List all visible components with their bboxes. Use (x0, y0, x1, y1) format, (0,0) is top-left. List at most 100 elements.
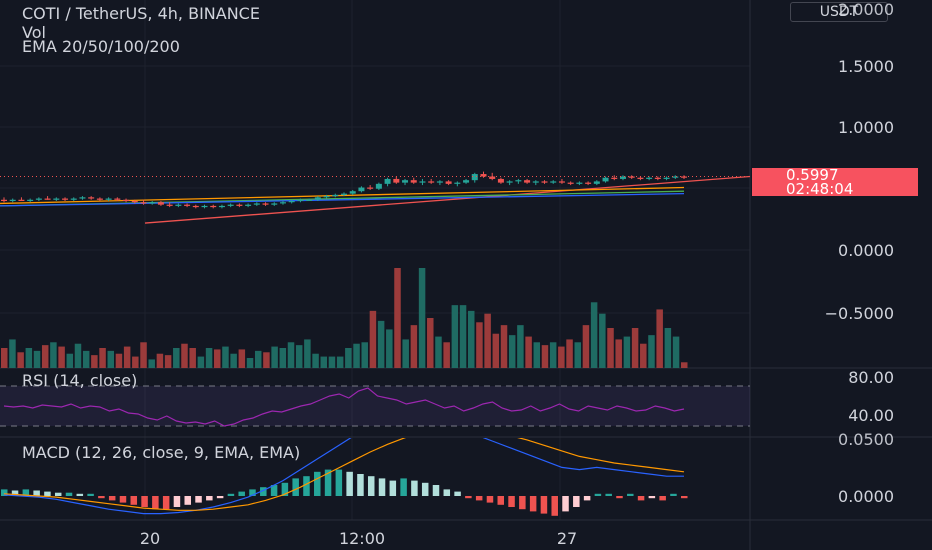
volume-bar (377, 320, 385, 368)
volume-bar (312, 353, 319, 368)
volume-bars (1, 268, 688, 368)
volume-bar (271, 346, 278, 368)
macd-histogram-bar (475, 496, 483, 501)
volume-bar (672, 336, 680, 368)
candle-body (480, 174, 487, 177)
volume-bar (590, 302, 598, 368)
rsi-pane (0, 385, 750, 427)
rsi-axis-label-40: 40.00 (848, 406, 894, 425)
candle-body (436, 181, 443, 183)
volume-bar (369, 310, 377, 368)
macd-histogram-bar (378, 478, 386, 496)
volume-bar (115, 353, 123, 368)
macd-histogram-bar (238, 491, 245, 496)
candle-body (410, 180, 417, 183)
volume-bar (263, 352, 270, 368)
volume-bar (508, 335, 516, 368)
macd-histogram-bar (594, 493, 602, 496)
macd-histogram-bar (98, 496, 105, 499)
candle-body (157, 202, 164, 205)
ema-lines (0, 175, 751, 224)
macd-histogram-bar (389, 480, 397, 496)
macd-histogram-bar (346, 471, 353, 496)
macd-histogram-bar (184, 496, 191, 505)
macd-histogram-bar (443, 489, 451, 496)
rsi-axis-label-80: 80.00 (848, 368, 894, 387)
volume-bar (549, 342, 557, 368)
price-axis-label-3: 0.0000 (838, 241, 894, 260)
rsi-legend[interactable]: RSI (14, close) (22, 371, 138, 390)
macd-histogram-bar (130, 496, 138, 505)
last-price-tag: 0.5997 02:48:04 (752, 166, 918, 197)
ema-legend[interactable]: EMA 20/50/100/200 (22, 37, 180, 56)
candle-body (192, 205, 199, 208)
volume-bar (681, 362, 688, 368)
candle-body (96, 198, 103, 200)
volume-bar (205, 348, 213, 368)
ema-line-1 (144, 175, 751, 224)
volume-bar (246, 358, 254, 368)
candle-body (279, 202, 286, 204)
volume-bar (345, 348, 352, 368)
candle-body (131, 201, 138, 203)
macd-histogram-bar (519, 496, 526, 510)
macd-histogram-bar (314, 471, 321, 496)
volume-bar (279, 348, 287, 368)
macd-histogram-bar (65, 492, 73, 496)
candle-body (288, 201, 295, 203)
candle-body (585, 182, 592, 184)
macd-histogram-bar (216, 496, 224, 499)
candle-body (341, 193, 347, 195)
volume-bar (500, 325, 508, 368)
macd-histogram-bar (367, 476, 375, 496)
macd-legend[interactable]: MACD (12, 26, close, 9, EMA, EMA) (22, 443, 301, 462)
currency-button[interactable]: USDT (790, 2, 888, 22)
candle-body (428, 181, 435, 183)
macd-histogram-bar (162, 496, 170, 510)
macd-signal-line (3, 438, 685, 511)
candle-body (471, 174, 478, 181)
candle-body (201, 205, 208, 208)
macd-histogram-bar (195, 496, 202, 503)
macd-histogram-bar (324, 469, 332, 496)
candle-body (245, 204, 252, 206)
volume-bar (484, 313, 491, 368)
candle-body (672, 176, 679, 178)
candle-body (18, 199, 25, 201)
candle-body (637, 177, 644, 179)
candle-body (227, 204, 234, 206)
macd-histogram-bar (227, 493, 235, 496)
macd-histogram-bar (486, 496, 494, 503)
volume-bar (58, 346, 65, 368)
candle-body (654, 177, 661, 179)
macd-histogram-bar (206, 496, 213, 501)
candle-body (323, 196, 330, 198)
volume-legend[interactable]: Vol (22, 23, 46, 42)
candle-body (70, 198, 77, 200)
volume-bar (599, 313, 606, 368)
macd-histogram-bar (1, 489, 8, 496)
candle-body (619, 176, 626, 179)
volume-bar (287, 342, 295, 368)
candle-body (306, 199, 313, 201)
volume-bar (295, 345, 303, 368)
candle-body (419, 181, 426, 183)
volume-bar (181, 343, 188, 368)
volume-bar (623, 336, 631, 368)
volume-bar (173, 348, 180, 368)
volume-bar (582, 325, 590, 368)
macd-histogram-bar (540, 496, 548, 514)
candle-body (524, 180, 531, 183)
macd-histogram-bar (529, 496, 537, 512)
volume-bar (222, 346, 229, 368)
macd-histogram-bar (648, 496, 656, 499)
volume-bar (410, 325, 418, 368)
candle-body (663, 177, 670, 179)
volume-bar (214, 349, 221, 368)
ema-line-2 (0, 186, 685, 205)
last-price-value: 0.5997 (786, 166, 839, 184)
volume-bar (336, 356, 344, 368)
candle-body (53, 198, 60, 200)
macd-histogram-bar (270, 485, 278, 496)
